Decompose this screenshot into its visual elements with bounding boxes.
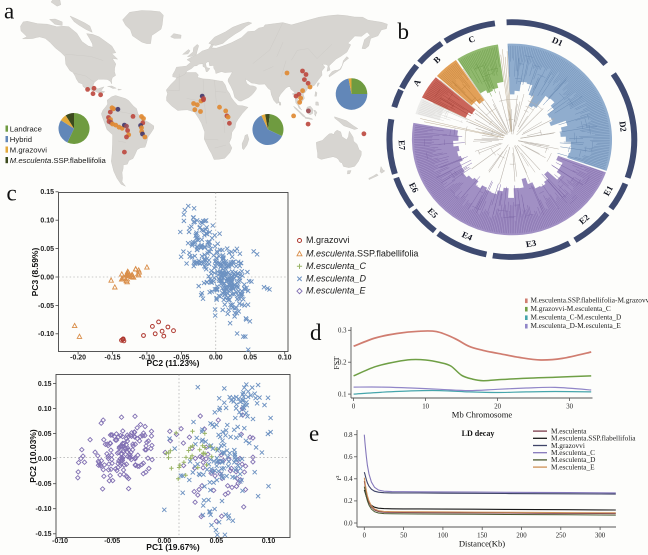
svg-text:r²: r² [334,475,343,480]
svg-text:-0.15: -0.15 [36,531,52,538]
svg-text:c: c [7,181,17,206]
svg-text:M.esculenta.SSP.flabellifolia: M.esculenta.SSP.flabellifolia [306,248,418,258]
svg-text:M.grazovvi: M.grazovvi [10,146,47,155]
svg-text:-0.10: -0.10 [52,538,68,545]
svg-text:Distance(Kb): Distance(Kb) [459,539,505,549]
svg-text:b: b [398,19,410,44]
svg-text:0.10: 0.10 [38,406,52,413]
svg-text:30: 30 [566,404,573,411]
svg-text:a: a [4,0,14,24]
svg-text:0.00: 0.00 [157,538,171,545]
svg-text:M.esculenta_D: M.esculenta_D [306,273,367,283]
svg-text:PC3 (8.59%): PC3 (8.59%) [30,248,40,297]
svg-text:E6: E6 [407,181,421,195]
svg-text:0.10: 0.10 [262,538,276,545]
svg-text:M.esculenta_E: M.esculenta_E [551,462,595,471]
svg-text:Mb Chromosome: Mb Chromosome [452,410,513,420]
svg-text:0: 0 [352,404,356,411]
svg-text:-0.05: -0.05 [36,481,52,488]
svg-text:E3: E3 [525,238,538,249]
svg-text:250: 250 [556,533,567,540]
svg-text:300: 300 [595,533,606,540]
svg-text:0.6: 0.6 [344,454,353,461]
svg-text:A: A [411,77,423,88]
svg-text:Hybrid: Hybrid [10,135,32,144]
svg-text:-0.05: -0.05 [38,303,54,310]
svg-text:E1: E1 [601,184,615,198]
svg-text:-0.10: -0.10 [38,331,54,338]
svg-text:PC2 (11.23%): PC2 (11.23%) [147,358,200,368]
svg-text:M.esculenta_D-M.esculenta_E: M.esculenta_D-M.esculenta_E [531,321,622,330]
svg-text:20: 20 [494,404,501,411]
svg-text:0.05: 0.05 [40,246,54,253]
svg-text:0.4: 0.4 [344,476,353,483]
svg-text:D1: D1 [550,35,564,48]
svg-text:-0.05: -0.05 [173,355,189,362]
svg-text:M.esculenta_C-M.esculenta_D: M.esculenta_C-M.esculenta_D [531,313,622,322]
svg-text:M.esculenta: M.esculenta [551,426,587,435]
svg-text:d: d [310,320,322,345]
svg-text:D2: D2 [617,121,628,133]
svg-text:C: C [467,34,477,45]
svg-text:-0.05: -0.05 [104,538,120,545]
svg-text:0.15: 0.15 [40,189,54,196]
svg-text:M.esculenta_C: M.esculenta_C [306,261,367,271]
svg-text:50: 50 [400,533,407,540]
svg-text:e: e [309,421,319,446]
svg-text:10: 10 [422,404,429,411]
svg-text:0.15: 0.15 [38,381,52,388]
svg-text:M.esculenta_D: M.esculenta_D [551,455,595,464]
svg-text:0.05: 0.05 [210,538,224,545]
svg-text:LD decay: LD decay [462,429,495,438]
svg-text:-0.10: -0.10 [139,355,155,362]
svg-text:M.esculenta_C: M.esculenta_C [551,448,595,457]
svg-text:E7: E7 [397,140,408,151]
svg-text:0.2: 0.2 [344,498,353,505]
svg-text:M.grazovvi: M.grazovvi [306,235,350,245]
svg-text:M.grazovvi: M.grazovvi [551,441,585,450]
svg-text:0.1: 0.1 [338,391,347,398]
svg-text:Landrace: Landrace [10,125,42,134]
svg-text:0.2: 0.2 [338,360,347,367]
svg-text:PC2 (10.03%): PC2 (10.03%) [28,429,38,483]
svg-text:0.00: 0.00 [40,274,54,281]
svg-text:200: 200 [516,533,527,540]
svg-text:0.05: 0.05 [38,431,52,438]
svg-text:M.esculenta.SSP.flabellifolia: M.esculenta.SSP.flabellifolia [551,434,636,443]
svg-text:0.00: 0.00 [38,456,52,463]
svg-text:M.grazovvi-M.esculenta_C: M.grazovvi-M.esculenta_C [531,304,611,313]
svg-text:0.05: 0.05 [243,355,257,362]
svg-text:M.esculenta_E: M.esculenta_E [306,286,367,296]
svg-text:E4: E4 [460,230,474,243]
svg-text:0.8: 0.8 [344,432,353,439]
svg-text:-0.10: -0.10 [36,506,52,513]
svg-text:M.esculenta.SSP.flabellifolia: M.esculenta.SSP.flabellifolia [10,156,107,165]
svg-text:0.3: 0.3 [338,328,347,335]
svg-text:PC1 (19.67%): PC1 (19.67%) [146,542,200,552]
svg-text:0: 0 [363,533,367,540]
svg-text:150: 150 [477,533,488,540]
svg-text:FST: FST [332,356,341,369]
svg-text:-0.20: -0.20 [70,355,86,362]
svg-text:M.esculenta.SSP.flabellifolia-: M.esculenta.SSP.flabellifolia-M.grazovvi [531,296,648,305]
svg-text:0.00: 0.00 [209,355,223,362]
svg-text:100: 100 [438,533,449,540]
svg-text:0.0: 0.0 [344,520,353,527]
svg-text:0.10: 0.10 [40,218,54,225]
svg-text:-0.15: -0.15 [105,355,121,362]
svg-text:B: B [431,54,442,65]
svg-text:0.10: 0.10 [278,355,292,362]
